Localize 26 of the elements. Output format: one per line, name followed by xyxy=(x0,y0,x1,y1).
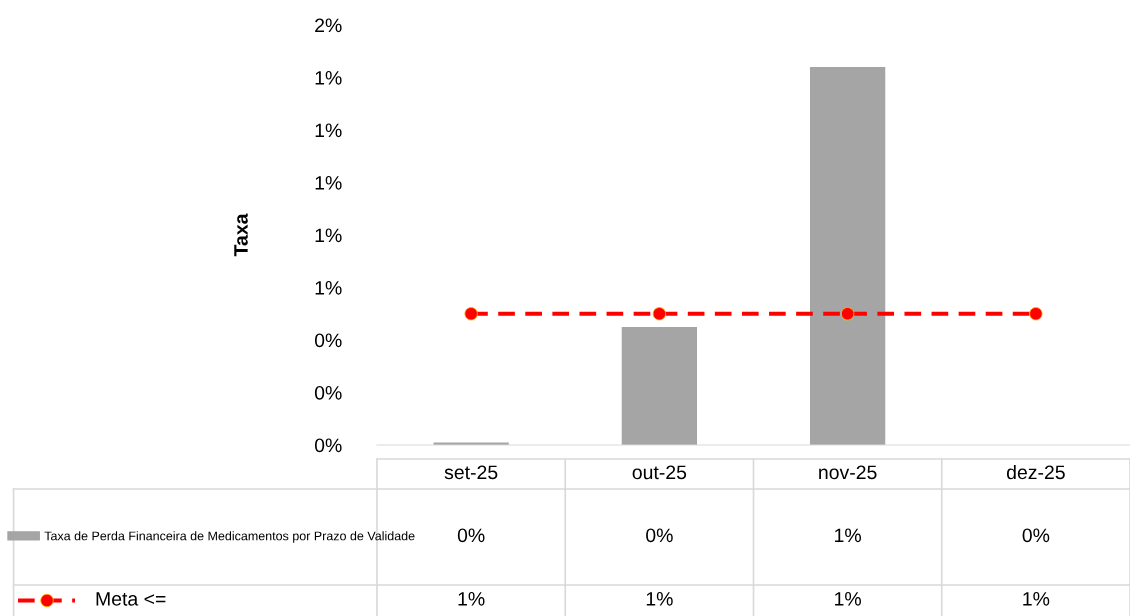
data-label: 0% xyxy=(646,528,673,543)
x-tick-label: set-25 xyxy=(444,465,498,480)
data-label: 0% xyxy=(457,528,485,543)
y-tick-label: 0% xyxy=(314,385,342,400)
x-tick-label: out-25 xyxy=(632,465,687,480)
y-tick-label: 1% xyxy=(315,71,342,85)
y-axis-title: Taxa xyxy=(234,213,248,257)
data-label: 1% xyxy=(835,592,861,606)
bar xyxy=(809,67,886,445)
y-tick-label: 1% xyxy=(315,176,342,190)
y-tick-label: 2% xyxy=(315,18,342,33)
y-tick-label: 1% xyxy=(315,123,342,138)
data-label: 1% xyxy=(646,592,673,606)
data-label: 1% xyxy=(835,528,861,543)
x-tick-label: dez-25 xyxy=(1006,464,1065,480)
y-tick-label: 0% xyxy=(314,333,342,348)
bar xyxy=(621,326,698,445)
data-label: 0% xyxy=(1022,528,1050,543)
legend-label: Meta <= xyxy=(96,592,166,606)
legend-label: Taxa de Perda Financeira de Medicamentos por Prazo de Validade xyxy=(44,531,415,543)
y-tick-label: 0% xyxy=(314,438,342,453)
y-tick-label: 1% xyxy=(315,281,342,295)
y-tick-label: 1% xyxy=(315,228,342,243)
data-label: 1% xyxy=(1023,592,1050,606)
x-tick-label: nov-25 xyxy=(819,465,877,480)
data-label: 1% xyxy=(458,592,485,606)
